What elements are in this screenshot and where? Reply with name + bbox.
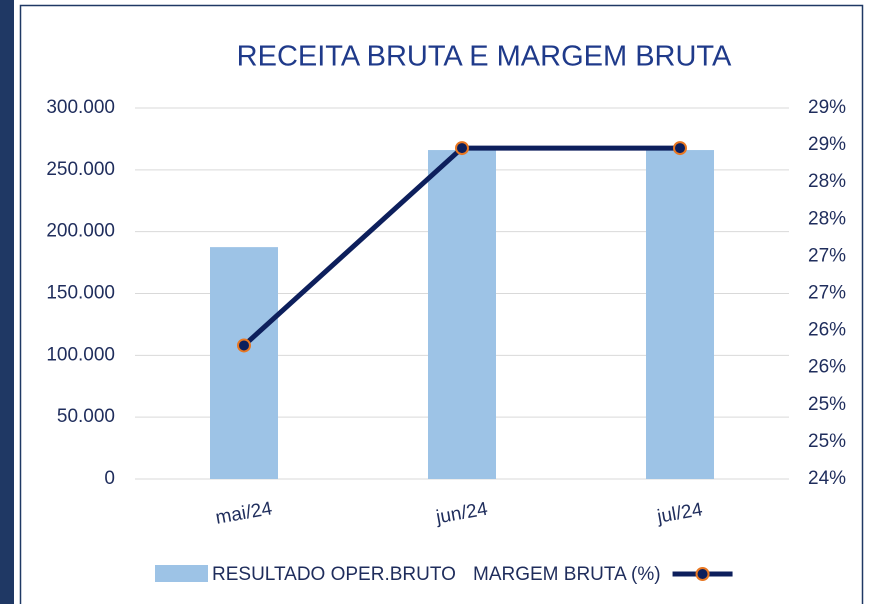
y2-tick-label: 24%: [808, 468, 846, 489]
bar: [210, 247, 278, 479]
y-tick-label: 50.000: [57, 406, 115, 427]
bar: [428, 150, 496, 479]
marker: [673, 141, 687, 156]
y2-tick-label: 27%: [808, 245, 846, 266]
marker: [237, 338, 251, 353]
y-tick-label: 150.000: [46, 283, 115, 304]
y2-tick-label: 26%: [808, 357, 846, 378]
y-tick-label: 250.000: [46, 159, 115, 180]
y-tick-label: 0: [104, 468, 115, 489]
legend-swatch: [155, 565, 208, 582]
y-tick-label: 100.000: [46, 344, 115, 365]
bar: [646, 150, 714, 479]
y2-tick-label: 29%: [808, 97, 846, 118]
y2-tick-label: 25%: [808, 394, 846, 415]
y2-tick-label: 29%: [808, 134, 846, 155]
legend-label: RESULTADO OPER.BRUTO: [212, 564, 456, 585]
y2-tick-label: 25%: [808, 431, 846, 452]
y2-tick-label: 28%: [808, 208, 846, 229]
chart-title: RECEITA BRUTA E MARGEM BRUTA: [237, 41, 732, 73]
y2-tick-label: 26%: [808, 320, 846, 341]
marker: [455, 141, 469, 156]
y2-tick-label: 28%: [808, 171, 846, 192]
legend-marker: [695, 567, 710, 581]
legend-label: MARGEM BRUTA (%): [473, 564, 661, 585]
y-tick-label: 300.000: [46, 97, 115, 118]
y-tick-label: 200.000: [46, 221, 115, 242]
side-strip: [0, 0, 14, 604]
y2-tick-label: 27%: [808, 283, 846, 304]
